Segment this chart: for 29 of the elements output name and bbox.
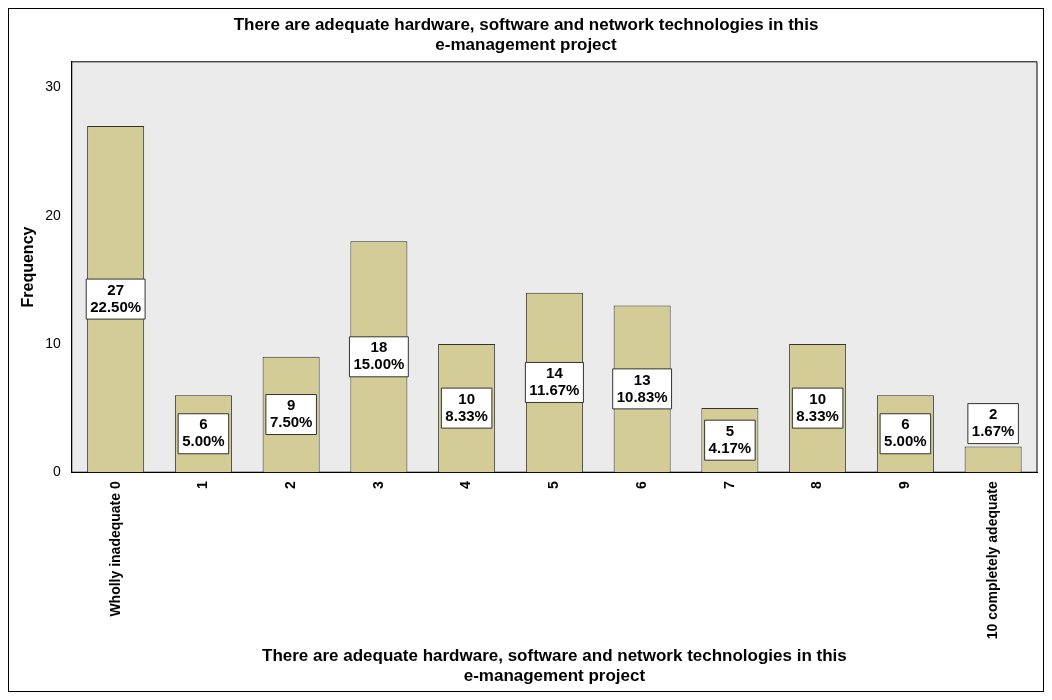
- y-tick-label: 0: [52, 463, 61, 480]
- data-label: 18 15.00%: [353, 338, 405, 373]
- y-tick-label: 10: [45, 334, 61, 351]
- data-label: 6 5.00%: [182, 415, 225, 450]
- data-label: 14 11.67%: [529, 364, 580, 399]
- x-tick-label: Wholly inadequate 0: [106, 481, 123, 617]
- x-tick-label: 10 completely adequate: [983, 481, 1000, 640]
- x-tick-label: 1: [194, 481, 211, 490]
- data-label: 10 8.33%: [796, 389, 839, 424]
- y-axis-title: Frequency: [19, 226, 37, 308]
- x-tick-label: 3: [369, 481, 386, 490]
- data-label: 27 22.50%: [90, 280, 142, 315]
- x-tick-label: 4: [457, 481, 474, 490]
- x-tick-label: 9: [896, 481, 913, 490]
- x-tick-label: 2: [282, 481, 298, 490]
- y-tick-label: 20: [45, 206, 61, 223]
- data-label: 2 1.67%: [971, 405, 1015, 440]
- x-tick-label: 8: [808, 481, 825, 490]
- data-label: 13 10.83%: [616, 370, 668, 405]
- chart-title: There are adequate hardware, software and network technologies in this e-management project: [233, 14, 819, 55]
- y-tick-label: 30: [45, 78, 61, 95]
- data-label: 5 4.17%: [708, 421, 752, 456]
- x-tick-label: 6: [632, 481, 649, 490]
- x-tick-label: 7: [720, 481, 737, 490]
- data-label: 6 5.00%: [884, 415, 927, 450]
- data-label: 10 8.33%: [445, 389, 488, 424]
- x-tick-label: 5: [545, 481, 562, 490]
- x-axis-title: There are adequate hardware, software and network technologies in this e-management project: [262, 646, 847, 686]
- data-label: 9 7.50%: [269, 396, 313, 431]
